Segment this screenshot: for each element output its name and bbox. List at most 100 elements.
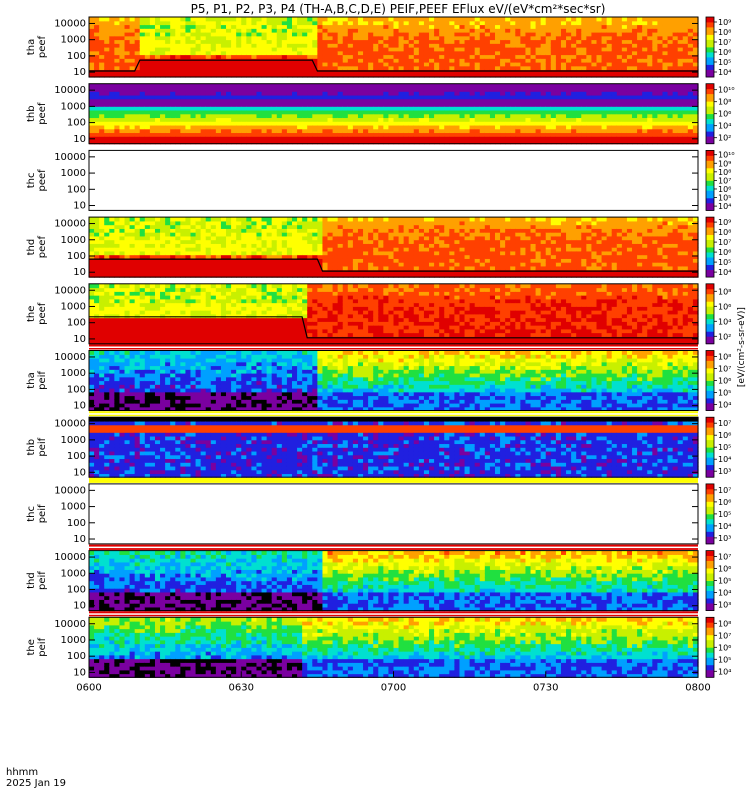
spacecraft-potential-line [89, 316, 698, 339]
colorbar: 10³ 10⁴ 10⁵ 10⁶ 10⁷ [705, 416, 731, 478]
y-tick-label: 1000 [61, 502, 86, 513]
y-tick-label: 100 [67, 518, 86, 529]
colorbar-unit-label: [eV/(cm²-s-sr-eV)] [737, 307, 747, 387]
colorbar-tick-label: 10⁶ [718, 498, 731, 507]
colorbar-tick-label: 10⁵ [718, 510, 731, 519]
y-tick-label: 10000 [54, 352, 86, 363]
y-tick-label: 1000 [61, 301, 86, 312]
x-tick-label: 0730 [533, 682, 558, 693]
panels-group: 10100100010000thapeef10⁴10⁵10⁶10⁷10⁸10⁹1… [26, 16, 735, 678]
y-tick-label: 1000 [61, 101, 86, 112]
colorbar-tick-label: 10⁹ [718, 218, 731, 227]
colorbar-tick-label: 10⁷ [718, 419, 731, 428]
colorbar-tick-label: 10⁵ [718, 577, 731, 586]
panel-the-peif: 10 100 1000 10000 thepeif 10⁴ 10⁵ 10⁶ 10⁷ 10⁸ [26, 611, 731, 678]
colorbar-tick-label: 10⁸ [718, 287, 731, 296]
colorbar: 10² 10⁴ 10⁶ 10⁸ 10¹⁰ [705, 83, 735, 145]
panel-thb-peif: 10 100 1000 10000 thbpeif 10³ 10⁴ 10⁵ 10⁶ 10⁷ [26, 411, 731, 478]
y-tick-label: 1000 [61, 235, 86, 246]
colorbar-tick-label: 10⁸ [718, 228, 731, 237]
y-tick-label: 10000 [54, 619, 86, 630]
colorbar-tick-label: 10² [718, 134, 731, 143]
y-tick-label: 100 [67, 384, 86, 395]
colorbar-tick-label: 10³ [718, 467, 731, 476]
y-tick-label: 10000 [54, 85, 86, 96]
colorbar-tick-label: 10⁴ [718, 401, 731, 410]
panel-label: thcpeif [26, 504, 48, 523]
panel-label: thepeif [26, 637, 48, 656]
panel-label: thepeef [26, 302, 48, 325]
colorbar-tick-label: 10⁶ [718, 185, 731, 194]
x-tick-label: 0800 [685, 682, 710, 693]
y-tick-label: 100 [67, 118, 86, 129]
panel-thb-peef: 10 100 1000 10000 thbpeef 10² 10⁴ 10⁶ 10⁸ 10¹⁰ [26, 83, 735, 145]
x-tick-label: 0600 [76, 682, 101, 693]
colorbar-tick-label: 10⁸ [718, 98, 731, 107]
y-tick-label: 10 [73, 134, 86, 145]
colorbar-tick-label: 10⁴ [718, 455, 731, 464]
y-tick-label: 1000 [61, 35, 86, 46]
y-tick-label: 10000 [54, 552, 86, 563]
y-tick-label: 100 [67, 51, 86, 62]
y-tick-label: 100 [67, 184, 86, 195]
colorbar-tick-label: 10⁶ [718, 565, 731, 574]
colorbar-tick-label: 10⁵ [718, 655, 731, 664]
panel-label: thbpeef [26, 102, 48, 125]
colorbar-tick-label: 10⁹ [718, 18, 731, 27]
colorbar-tick-label: 10⁴ [718, 122, 731, 131]
colorbar-tick-label: 10⁴ [718, 667, 731, 676]
y-tick-label: 100 [67, 451, 86, 462]
y-tick-label: 10 [73, 601, 86, 612]
colorbar-tick-label: 10² [718, 332, 731, 341]
colorbar-tick-label: 10³ [718, 601, 731, 610]
colorbar-tick-label: 10⁷ [718, 365, 731, 374]
colorbar-tick-label: 10⁸ [718, 28, 731, 37]
y-tick-label: 10 [73, 67, 86, 78]
colorbar: 10² 10⁴ 10⁶ 10⁸ [705, 283, 731, 345]
x-footer-hhmm: hhmm [6, 767, 38, 778]
y-tick-label: 10 [73, 534, 86, 545]
y-tick-label: 10000 [54, 485, 86, 496]
y-tick-label: 100 [67, 651, 86, 662]
colorbar-tick-label: 10⁶ [718, 431, 731, 440]
colorbar-tick-label: 10⁶ [718, 110, 731, 119]
y-tick-label: 10 [73, 667, 86, 678]
panel-label: thbpeif [26, 437, 48, 456]
y-tick-label: 100 [67, 251, 86, 262]
y-tick-label: 1000 [61, 568, 86, 579]
y-tick-label: 10 [73, 267, 86, 278]
colorbar-tick-label: 10⁸ [718, 619, 731, 628]
panel-thd-peif: 10 100 1000 10000 thdpeif 10³ 10⁴ 10⁵ 10⁶ 10⁷ [26, 544, 731, 612]
y-tick-label: 10000 [54, 152, 86, 163]
chart-title: P5, P1, P2, P3, P4 (TH-A,B,C,D,E) PEIF,P… [191, 2, 606, 16]
colorbar-tick-label: 10⁶ [718, 248, 731, 257]
colorbar-tick-label: 10⁹ [718, 159, 731, 168]
colorbar-tick-label: 10⁵ [718, 194, 731, 203]
colorbar-tick-label: 10⁶ [718, 377, 731, 386]
spacecraft-potential-line [89, 258, 698, 272]
panel-tha-peif: 10 100 1000 10000 thapeif 10⁴ 10⁵ 10⁶ 10⁷ 10⁸ [26, 344, 731, 412]
y-tick-label: 1000 [61, 435, 86, 446]
colorbar-tick-label: 10¹⁰ [718, 86, 735, 95]
y-tick-label: 10 [73, 467, 86, 478]
colorbar-tick-label: 10⁷ [718, 553, 731, 562]
y-tick-label: 1000 [61, 168, 86, 179]
colorbar-tick-label: 10⁴ [718, 68, 731, 77]
y-tick-label: 10000 [54, 285, 86, 296]
colorbar: 10³ 10⁴ 10⁵ 10⁶ 10⁷ [705, 483, 731, 545]
panel-label: thapeef [26, 35, 48, 58]
colorbar-tick-label: 10⁸ [718, 353, 731, 362]
colorbar-tick-label: 10⁷ [718, 238, 731, 247]
colorbar-tick-label: 10⁶ [718, 643, 731, 652]
colorbar: 10³ 10⁴ 10⁵ 10⁶ 10⁷ [705, 550, 731, 611]
colorbar-tick-label: 10⁷ [718, 486, 731, 495]
panel-label: thdpeef [26, 236, 48, 259]
y-tick-label: 10000 [54, 419, 86, 430]
colorbar-tick-label: 10⁷ [718, 38, 731, 47]
y-tick-label: 100 [67, 584, 86, 595]
